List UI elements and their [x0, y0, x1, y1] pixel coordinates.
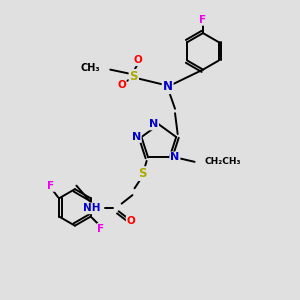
Text: CH₂CH₃: CH₂CH₃	[205, 157, 242, 166]
Text: CH₃: CH₃	[80, 63, 100, 73]
Text: O: O	[117, 80, 126, 90]
Text: N: N	[131, 132, 141, 142]
Text: NH: NH	[82, 203, 100, 213]
Text: F: F	[98, 224, 105, 234]
Text: F: F	[200, 15, 207, 25]
Text: S: S	[139, 167, 147, 180]
Text: N: N	[149, 119, 158, 129]
Text: F: F	[47, 181, 54, 191]
Text: O: O	[127, 216, 135, 226]
Text: O: O	[134, 55, 142, 65]
Text: N: N	[170, 152, 179, 162]
Text: N: N	[163, 80, 173, 93]
Text: S: S	[130, 70, 138, 83]
